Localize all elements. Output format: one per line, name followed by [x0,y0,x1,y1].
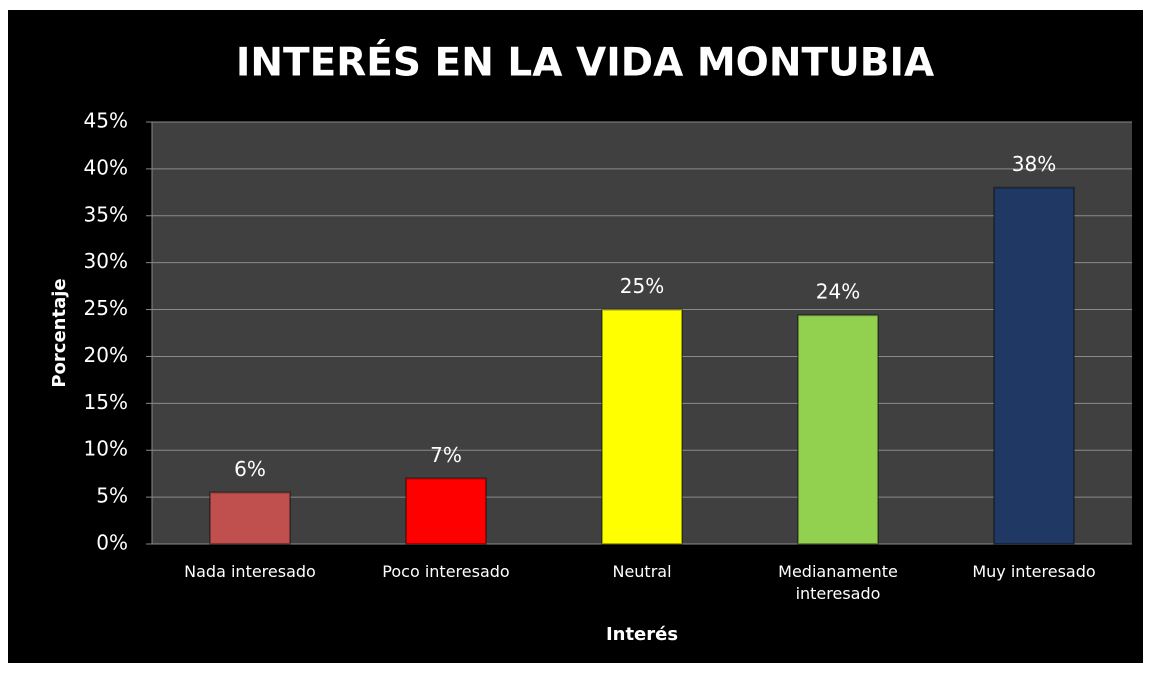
chart-title: INTERÉS EN LA VIDA MONTUBIA [236,39,934,86]
data-label: 38% [1012,152,1056,176]
bar [209,491,291,545]
data-label: 24% [816,280,860,304]
x-tick-label: Neutral [612,562,672,581]
y-tick-label: 40% [84,155,128,179]
bar [601,308,683,545]
y-tick-label: 0% [96,531,128,555]
y-tick-label: 25% [84,296,128,320]
y-tick-label: 30% [84,249,128,273]
bar [797,314,879,545]
x-tick-label: Medianamente interesado [778,562,898,603]
y-tick-label: 10% [84,437,128,461]
y-tick-label: 35% [84,202,128,226]
x-tick-label: Nada interesado [184,562,316,581]
data-label: 25% [620,274,664,298]
bar [405,477,487,546]
y-tick-label: 45% [84,109,128,133]
bar [993,186,1075,545]
y-tick-label: 20% [84,343,128,367]
x-tick-label: Poco interesado [382,562,510,581]
data-label: 7% [430,443,462,467]
x-tick-label: Muy interesado [972,562,1096,581]
y-axis-label: Porcentaje [49,278,70,387]
data-label: 6% [234,457,266,481]
x-axis-label: Interés [606,624,678,645]
y-tick-label: 5% [96,484,128,508]
y-tick-label: 15% [84,390,128,414]
